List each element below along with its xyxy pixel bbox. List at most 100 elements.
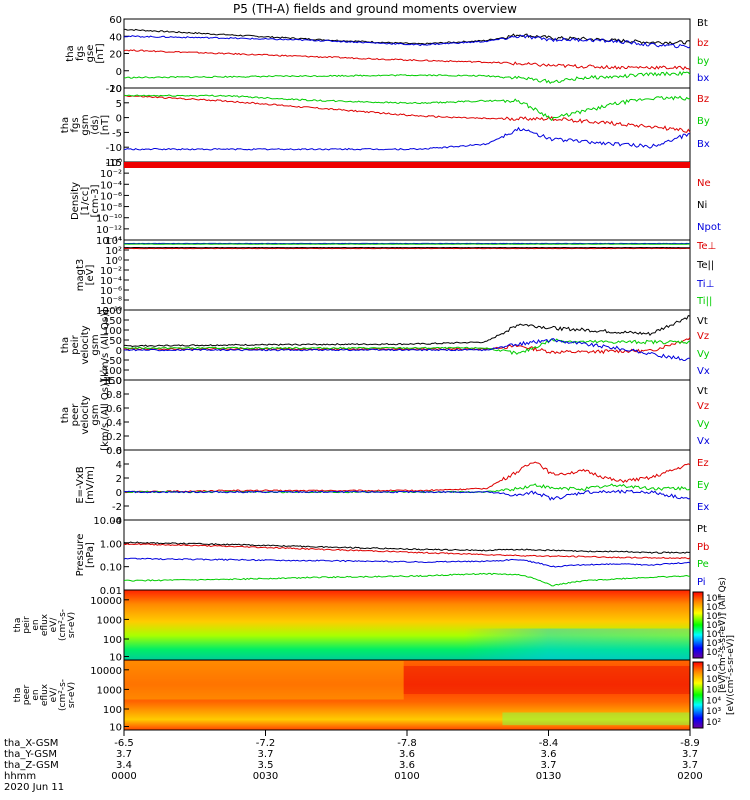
y-axis-label: magt3 — [75, 259, 86, 292]
x-row-label: tha_X-GSM — [4, 738, 58, 749]
panel-6: 1.0 0.8 0.6 0.4 0.2 0.0 tha peer velocity gsm [km/… — [60, 376, 710, 457]
x-tick-label: 3.7 — [541, 760, 557, 771]
legend-entry: Ni — [697, 200, 707, 211]
x-tick-label: 0200 — [677, 771, 702, 782]
y-axis-label: peir — [70, 334, 81, 354]
y-tick-label: 10.00 — [93, 516, 122, 527]
y-tick-label: 10⁰ — [105, 158, 122, 169]
legend-entry: Vz — [697, 401, 709, 412]
y-tick-label: 10⁻⁶ — [100, 286, 122, 297]
y-tick-label: 0.6 — [106, 404, 122, 415]
y-axis-label: gsm — [90, 404, 101, 425]
y-tick-label: 0.0 — [106, 446, 122, 457]
y-axis-label: tha — [65, 45, 76, 61]
panel-frame — [123, 449, 691, 521]
series-Bz-line — [123, 94, 691, 133]
legend-entry: Ti|| — [696, 296, 712, 307]
y-axis-label: [eV] — [85, 265, 96, 286]
y-tick-label: -5 — [112, 128, 122, 139]
y-tick-label: 0.4 — [106, 418, 122, 429]
x-tick-label: 0000 — [111, 771, 136, 782]
y-tick-label: 0.01 — [100, 586, 122, 597]
y-tick-label: -20 — [106, 84, 122, 95]
legend-entry: By — [697, 116, 710, 127]
y-axis-label: eflux — [40, 683, 50, 706]
y-axis-label: eflux — [40, 613, 50, 636]
y-tick-label: 10⁻¹⁴ — [96, 236, 122, 247]
y-tick-label: 0 — [116, 67, 122, 78]
series-Bx-line — [124, 126, 691, 151]
colorbar-tick-label: 10⁴ — [706, 630, 721, 640]
legend-entry: Bx — [697, 139, 710, 150]
density-header-band — [124, 162, 690, 168]
x-tick-label: 3.6 — [399, 749, 415, 760]
y-tick-label: 10⁻⁸ — [100, 203, 122, 214]
legend-entry: Ne — [697, 178, 711, 189]
y-axis-label: [nT] — [95, 43, 106, 63]
y-tick-label: 10⁻¹⁰ — [96, 214, 122, 225]
panel-frame — [123, 379, 691, 451]
y-axis-label: (cm²-s- — [58, 609, 68, 641]
legend-entry: Te⊥ — [696, 241, 716, 252]
colorbar-tick-label: 10² — [706, 718, 721, 728]
spectrogram-early-band — [124, 661, 404, 700]
y-tick-label: 100 — [103, 635, 122, 646]
y-tick-label: 10 — [109, 723, 122, 734]
y-tick-label: 10⁻¹² — [96, 225, 122, 236]
y-tick-label: 0.10 — [100, 563, 122, 574]
panel-frame — [123, 161, 691, 241]
y-tick-label: -100 — [99, 366, 122, 377]
y-axis-label: fgs — [70, 117, 81, 132]
colorbar-tick-label: 10⁷ — [706, 664, 721, 674]
y-tick-label: 20 — [109, 50, 122, 61]
legend-entry: Pt — [697, 524, 707, 535]
series-Pt-line — [123, 541, 690, 554]
y-tick-label: 10000 — [90, 596, 122, 607]
y-axis-label: [cm-3] — [90, 184, 101, 217]
colorbar-label: [eV/(cm²-s-sr-eV)] — [726, 635, 736, 715]
y-tick-label: 10⁻⁴ — [100, 180, 122, 191]
y-tick-label: 100 — [103, 326, 122, 337]
y-tick-label: 1.00 — [100, 539, 122, 550]
colorbar-tick-label: 10⁴ — [706, 696, 721, 706]
legend-entry: by — [697, 56, 709, 67]
x-tick-label: -6.5 — [114, 738, 134, 749]
colorbar-tick-label: 10⁸ — [706, 594, 721, 604]
series-By-line — [123, 94, 691, 122]
y-tick-label: 10⁰ — [105, 256, 122, 267]
y-axis-label: [nPa] — [85, 542, 96, 568]
y-axis-label: velocity — [80, 325, 91, 364]
legend-entry: Vz — [697, 331, 709, 342]
y-tick-label: 10⁴ — [105, 236, 122, 247]
spectrogram-late-band — [403, 666, 690, 694]
y-tick-label: 0.2 — [106, 432, 122, 443]
y-axis-label: (ds) — [90, 115, 101, 134]
y-tick-label: -150 — [99, 376, 122, 387]
x-tick-label: -8.4 — [539, 738, 559, 749]
legend-entry: Vy — [697, 419, 710, 430]
y-tick-label: -10 — [106, 143, 122, 154]
y-axis-label: tha — [60, 407, 71, 423]
y-tick-label: 100 — [103, 705, 122, 716]
legend-entry: Bt — [697, 18, 708, 29]
y-axis-label: [km/s (All Qs)] — [100, 309, 111, 381]
panel-frame — [123, 519, 691, 591]
legend-entry: Vt — [697, 386, 708, 397]
series-Pe-line — [123, 572, 691, 587]
y-axis-label: en — [31, 619, 41, 630]
legend-entry: Vy — [697, 349, 710, 360]
panel-frame — [123, 239, 691, 311]
y-tick-label: -50 — [106, 356, 122, 367]
y-axis-label: gsm — [80, 114, 91, 135]
x-tick-label: 3.7 — [682, 760, 698, 771]
colorbar-tick-label: 10⁵ — [706, 686, 721, 696]
y-axis-label: eV/ — [49, 617, 59, 633]
y-axis-label: sr-eV) — [67, 612, 77, 638]
y-tick-label: 10⁻⁴ — [100, 276, 122, 287]
legend-entry: Pi — [697, 577, 706, 588]
colorbar — [692, 661, 704, 729]
spectrogram-low-energy-overlay — [124, 628, 690, 660]
legend-entry: Pb — [697, 542, 709, 553]
